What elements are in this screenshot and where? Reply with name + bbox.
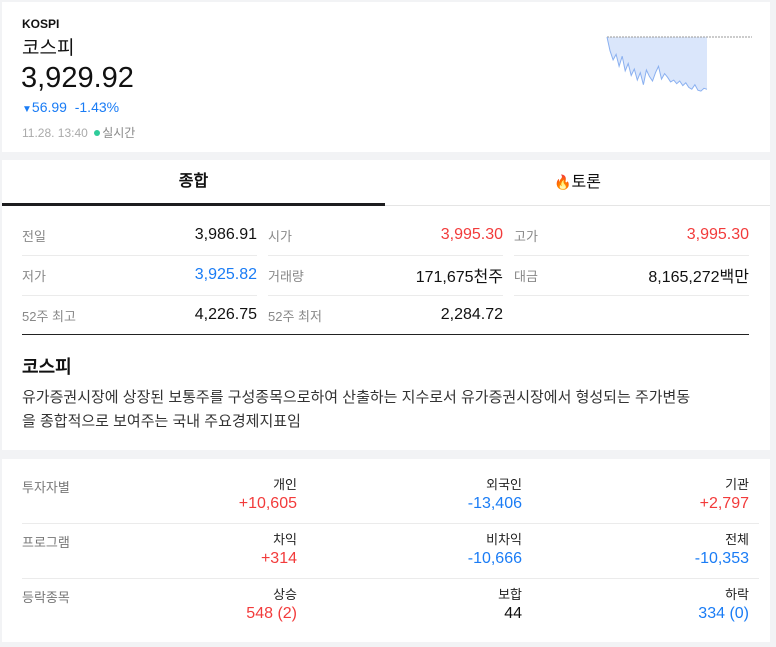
stat-label: 거래량 (268, 268, 304, 284)
stat-value: 3,995.30 (440, 226, 503, 243)
tab-label: 토론 (571, 174, 601, 191)
stat-item: 52주 최저 2,284.72 (268, 295, 503, 335)
description-line: 유가증권시장에 상장된 보통주를 구성종목으로하여 산출하는 지수로서 유가증권… (22, 389, 691, 406)
investor-item-value: -13,406 (467, 495, 522, 512)
stat-label: 시가 (268, 228, 292, 244)
live-dot-icon (94, 130, 101, 136)
change-value: 56.99 (31, 99, 67, 115)
stat-item: 전일 3,986.91 (22, 215, 257, 255)
investor-item-value: +314 (260, 550, 297, 567)
index-name: 코스피 (22, 38, 75, 59)
investor-item-label: 개인 (273, 477, 297, 492)
investor-row-label: 프로그램 (22, 535, 70, 550)
stat-item: 저가 3,925.82 (22, 255, 257, 295)
investor-item: 전체 -10,353 (549, 532, 749, 570)
stat-label: 고가 (514, 228, 538, 244)
time-text: 11.28. 13:40 (22, 126, 88, 140)
index-summary-card: KOSPI 코스피 3,929.92 ▼56.99 -1.43% 11.28. … (2, 2, 770, 152)
stat-value: 8,165,272백만 (648, 269, 749, 286)
stat-label: 전일 (22, 228, 46, 244)
stat-item: 고가 3,995.30 (514, 215, 749, 255)
investor-item: 차익 +314 (97, 532, 297, 570)
stat-item: 거래량 171,675천주 (268, 255, 503, 295)
stat-label: 52주 최고 (22, 308, 76, 324)
sparkline-line (606, 36, 708, 92)
stat-value: 3,995.30 (686, 226, 749, 243)
investor-item: 하락 334 (0) (549, 587, 749, 625)
stat-label: 52주 최저 (268, 308, 322, 324)
investor-item-label: 전체 (725, 532, 749, 547)
tab-discussion[interactable]: 🔥토론 (385, 160, 770, 206)
investor-item-label: 차익 (273, 532, 297, 547)
investor-item: 비차익 -10,666 (322, 532, 522, 570)
investor-item: 보합 44 (322, 587, 522, 625)
investor-item-value: +2,797 (699, 495, 749, 512)
description-line: 을 종합적으로 보여주는 국내 주요경제지표임 (22, 413, 301, 430)
row-divider (268, 295, 503, 296)
stat-value: 2,284.72 (440, 306, 503, 323)
row-divider (22, 255, 257, 256)
investor-item-value: 44 (504, 605, 522, 622)
investor-card: 투자자별 개인 +10,605 외국인 -13,406 기관 +2,797 프로그램 차익 +31… (2, 459, 770, 642)
investor-item: 기관 +2,797 (549, 477, 749, 515)
row-divider (22, 295, 257, 296)
investor-item-label: 비차익 (486, 532, 522, 547)
investor-item: 개인 +10,605 (97, 477, 297, 515)
fire-icon: 🔥 (554, 174, 572, 190)
row-divider (514, 255, 749, 256)
price-change: ▼56.99 -1.43% (22, 99, 119, 115)
investor-item-value: -10,666 (467, 550, 522, 567)
row-divider (22, 578, 759, 579)
investor-item-value: 548 (2) (246, 605, 297, 622)
investor-item-value: -10,353 (694, 550, 749, 567)
investor-item-label: 외국인 (486, 477, 522, 492)
change-percent: -1.43% (74, 99, 120, 115)
stat-value: 4,226.75 (194, 306, 257, 323)
index-code: KOSPI (22, 17, 60, 31)
stat-value: 3,925.82 (194, 266, 257, 283)
investor-item-value: +10,605 (238, 495, 297, 512)
index-price: 3,929.92 (21, 62, 134, 94)
tab-overview[interactable]: 종합 (2, 160, 385, 206)
stat-label: 대금 (514, 268, 538, 284)
stat-item: 시가 3,995.30 (268, 215, 503, 255)
overview-card: 종합 🔥토론 전일 3,986.91 시가 3,995.30 고가 3,995.30 저가 3… (2, 160, 770, 450)
row-divider (268, 255, 503, 256)
stat-value: 3,986.91 (194, 226, 257, 243)
stat-value: 171,675천주 (415, 269, 503, 286)
investor-item: 상승 548 (2) (97, 587, 297, 625)
update-time: 11.28. 13:40 실시간 (22, 124, 135, 141)
stat-label: 저가 (22, 268, 46, 284)
stat-item: 52주 최고 4,226.75 (22, 295, 257, 335)
description-text: 유가증권시장에 상장된 보통주를 구성종목으로하여 산출하는 지수로서 유가증권… (22, 386, 690, 434)
sparkline-chart (606, 36, 752, 92)
investor-item: 외국인 -13,406 (322, 477, 522, 515)
stat-item: 대금 8,165,272백만 (514, 255, 749, 295)
investor-item-value: 334 (0) (698, 605, 749, 622)
tab-label: 종합 (178, 173, 209, 190)
investor-row-label: 등락종목 (22, 590, 70, 605)
divider (22, 334, 749, 335)
row-divider (514, 295, 749, 296)
sparkline-area (607, 37, 707, 92)
investor-item-label: 상승 (273, 587, 297, 602)
investor-item-label: 보합 (498, 587, 522, 602)
realtime-label: 실시간 (102, 126, 136, 140)
investor-item-label: 하락 (725, 587, 749, 602)
triangle-down-icon: ▼ (22, 104, 32, 115)
row-divider (22, 523, 759, 524)
investor-item-label: 기관 (725, 477, 749, 492)
description-title: 코스피 (22, 357, 72, 377)
investor-row-label: 투자자별 (22, 480, 70, 495)
